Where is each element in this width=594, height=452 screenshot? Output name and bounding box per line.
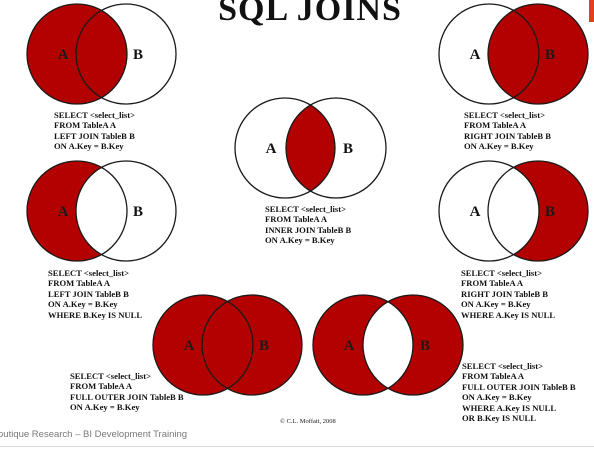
sql-line: FROM TableA A xyxy=(48,278,111,289)
region-b-only xyxy=(513,4,588,104)
sql-line: ON A.Key = B.Key xyxy=(461,299,531,310)
sql-line: WHERE A.Key IS NULL xyxy=(462,402,557,413)
slide-title: SQL JOINS xyxy=(218,0,402,28)
label-a: A xyxy=(266,141,277,157)
circle-a-outline xyxy=(438,3,540,105)
region-a-only xyxy=(26,161,102,261)
sql-line: SELECT <select_list> xyxy=(464,110,546,120)
sql-line: RIGHT JOIN TableB B xyxy=(461,288,549,299)
sql-line: OR B.Key IS NULL xyxy=(462,413,537,424)
footer-text: outique Research – BI Development Traini… xyxy=(0,429,188,440)
sql-line: FROM TableA A xyxy=(464,120,527,131)
label-b: B xyxy=(343,141,353,157)
copyright: © C.L. Moffatt, 2008 xyxy=(280,418,336,425)
label-a: A xyxy=(470,47,481,63)
sql-line: FROM TableA A xyxy=(54,120,117,131)
region-b-only xyxy=(227,295,302,395)
sql-right-join: SELECT <select_list> FROM TableA A RIGHT J… xyxy=(464,110,551,152)
sql-line: FULL OUTER JOIN TableB B xyxy=(70,391,184,402)
sql-line: RIGHT JOIN TableB B xyxy=(464,130,552,141)
sql-line: ON A.Key = B.Key xyxy=(48,299,118,310)
region-overlap xyxy=(286,104,335,192)
sql-line: ON A.Key = B.Key xyxy=(462,392,532,403)
label-b: B xyxy=(133,47,143,63)
sql-line: FULL OUTER JOIN TableB B xyxy=(462,381,576,392)
sql-left-join: SELECT <select_list> FROM TableA A LEFT JO… xyxy=(54,110,135,152)
region-a-only xyxy=(26,3,102,104)
footer-rule xyxy=(0,446,594,447)
label-b: B xyxy=(545,204,555,220)
sql-line: WHERE B.Key IS NULL xyxy=(48,309,143,320)
label-b: B xyxy=(259,338,269,354)
sql-inner-join: SELECT <select_list> FROM TableA A INNER J… xyxy=(265,204,351,246)
sql-line: SELECT <select_list> xyxy=(70,371,152,381)
sql-line: ON A.Key = B.Key xyxy=(54,141,124,152)
circle-a-outline xyxy=(234,97,336,199)
label-a: A xyxy=(184,338,195,354)
circle-b-outline xyxy=(487,3,589,105)
sql-line: LEFT JOIN TableB B xyxy=(54,130,135,141)
sql-line: FROM TableA A xyxy=(461,278,524,289)
circle-b-outline xyxy=(75,3,177,105)
sql-line: WHERE A.Key IS NULL xyxy=(461,309,556,320)
sql-line: SELECT <select_list> xyxy=(48,268,130,278)
circle-b-outline xyxy=(487,160,589,262)
sql-line: ON A.Key = B.Key xyxy=(464,141,534,152)
sql-line: FROM TableA A xyxy=(265,214,328,225)
sql-full-outer-join-null: SELECT <select_list> FROM TableA A FULL OU… xyxy=(462,361,576,423)
sql-line: FROM TableA A xyxy=(462,371,525,382)
sql-line: SELECT <select_list> xyxy=(461,268,543,278)
circle-b-outline xyxy=(75,160,177,262)
circle-b-outline xyxy=(285,97,387,199)
circle-b-outline xyxy=(362,294,464,396)
accent-bar xyxy=(589,0,594,22)
circle-a-outline xyxy=(26,160,128,262)
sql-left-join-null: SELECT <select_list> FROM TableA A LEFT JO… xyxy=(48,268,142,320)
sql-line: ON A.Key = B.Key xyxy=(70,402,140,413)
region-overlap xyxy=(201,301,253,389)
circle-a-outline xyxy=(26,3,128,105)
circle-a-outline xyxy=(312,294,414,396)
region-overlap xyxy=(487,10,539,98)
circle-b-outline xyxy=(201,294,303,396)
region-overlap xyxy=(76,10,127,98)
sql-line: LEFT JOIN TableB B xyxy=(48,288,129,299)
circle-a-outline xyxy=(152,294,254,396)
circle-a-outline xyxy=(438,160,540,262)
sql-full-outer-join: SELECT <select_list> FROM TableA A FULL OU… xyxy=(70,371,184,413)
sql-right-join-null: SELECT <select_list> FROM TableA A RIGHT J… xyxy=(461,268,555,320)
label-b: B xyxy=(545,47,555,63)
label-b: B xyxy=(133,204,143,220)
label-b: B xyxy=(420,338,430,354)
label-a: A xyxy=(58,204,69,220)
label-a: A xyxy=(58,47,69,63)
sql-line: INNER JOIN TableB B xyxy=(265,224,352,235)
sql-line: ON A.Key = B.Key xyxy=(265,235,335,246)
label-a: A xyxy=(470,204,481,220)
sql-line: FROM TableA A xyxy=(70,381,133,392)
region-b-only xyxy=(513,161,588,261)
region-a-only xyxy=(153,295,228,395)
label-a: A xyxy=(344,338,355,354)
sql-line: SELECT <select_list> xyxy=(265,204,347,214)
sql-line: SELECT <select_list> xyxy=(462,361,544,371)
sql-line: SELECT <select_list> xyxy=(54,110,136,120)
